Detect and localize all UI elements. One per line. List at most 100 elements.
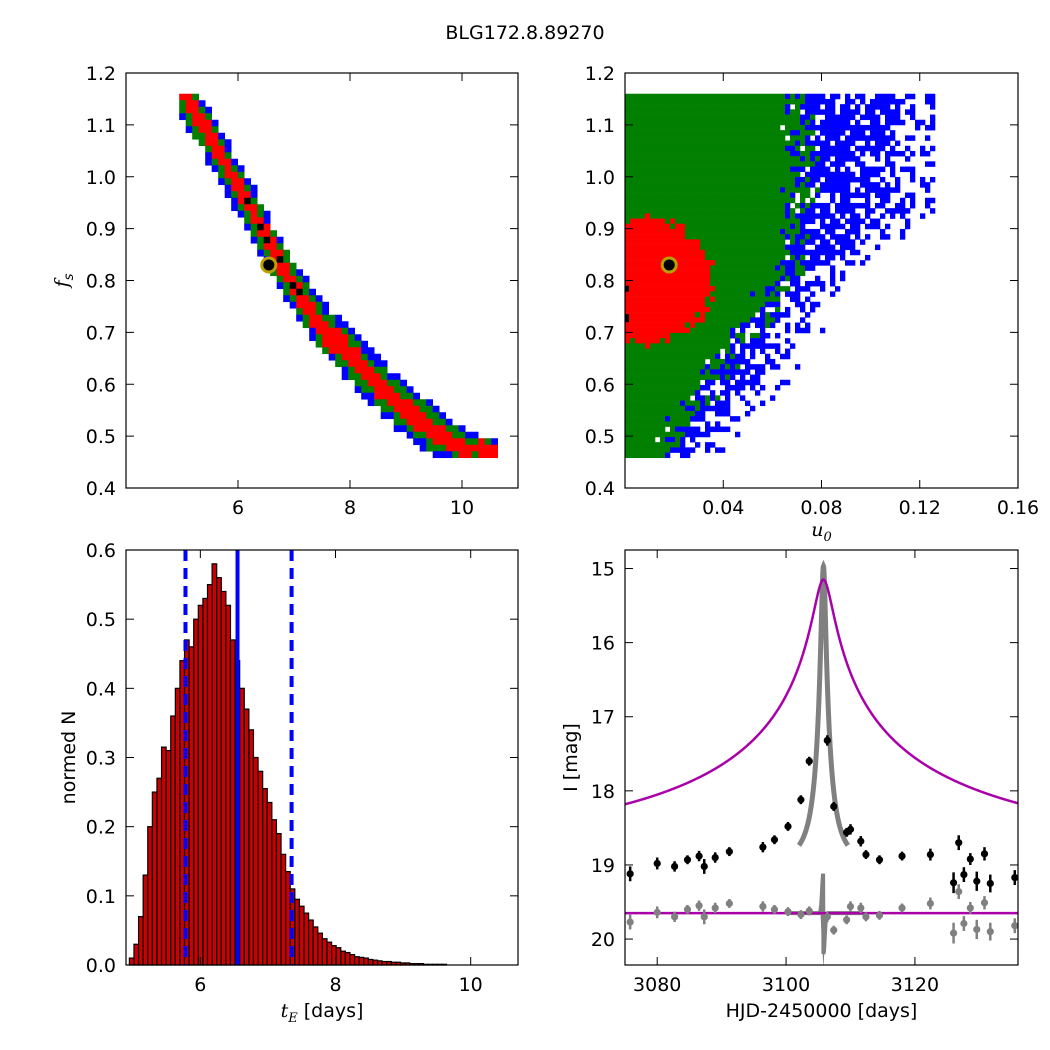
heatmap-cell	[720, 410, 726, 417]
heatmap-cell	[458, 425, 466, 433]
heatmap-cell	[244, 223, 251, 231]
heatmap-cell	[655, 317, 661, 323]
heatmap-cell	[730, 161, 736, 167]
heatmap-cell	[740, 343, 746, 349]
heatmap-cell	[705, 431, 711, 438]
heatmap-cell	[725, 176, 731, 183]
heatmap-cell	[192, 106, 199, 114]
heatmap-cell	[700, 322, 706, 329]
heatmap-cell	[760, 332, 766, 339]
heatmap-cell	[700, 93, 706, 100]
heatmap-cell	[735, 431, 741, 438]
heatmap-cell	[770, 176, 776, 183]
heatmap-cell	[750, 124, 756, 131]
heatmap-cell	[715, 135, 721, 141]
heatmap-cell	[815, 234, 821, 240]
heatmap-cell	[735, 332, 741, 339]
heatmap-cell	[835, 156, 841, 162]
heatmap-cell	[650, 254, 656, 261]
heatmap-cell	[445, 431, 453, 439]
heatmap-cell	[393, 386, 401, 394]
heatmap-cell	[341, 353, 349, 361]
heatmap-cell	[439, 451, 446, 459]
heatmap-cell	[775, 275, 781, 282]
heatmap-cell	[710, 244, 716, 251]
heatmap-cell	[840, 182, 846, 188]
heatmap-cell	[775, 306, 781, 313]
heatmap-cell	[740, 197, 746, 204]
heatmap-cell	[645, 322, 651, 329]
heatmap-cell	[710, 166, 716, 173]
x-tick-label: 10	[450, 497, 474, 519]
heatmap-cell	[805, 218, 811, 225]
heatmap-cell	[805, 322, 811, 329]
heatmap-cell	[725, 249, 731, 256]
heatmap-cell	[630, 176, 636, 183]
heatmap-cell	[760, 114, 766, 121]
heatmap-cell	[690, 192, 696, 199]
heatmap-cell	[720, 140, 726, 147]
heatmap-cell	[695, 410, 701, 417]
heatmap-cell	[387, 379, 394, 387]
heatmap-cell	[790, 223, 796, 230]
heatmap-cell	[640, 431, 646, 438]
heatmap-cell	[491, 438, 498, 446]
heatmap-cell	[705, 379, 711, 386]
heatmap-cell	[640, 348, 646, 355]
heatmap-cell	[685, 275, 691, 282]
heatmap-cell	[765, 208, 771, 214]
heatmap-cell	[695, 275, 701, 282]
heatmap-cell	[795, 270, 801, 277]
heatmap-cell	[715, 410, 721, 417]
heatmap-cell	[850, 260, 856, 266]
heatmap-cell	[775, 228, 781, 235]
heatmap-cell	[750, 182, 756, 188]
heatmap-cell	[765, 239, 771, 245]
heatmap-cell	[705, 218, 711, 225]
heatmap-cell	[715, 260, 721, 266]
heatmap-cell	[670, 312, 676, 318]
heatmap-cell	[765, 182, 771, 188]
heatmap-cell	[630, 228, 636, 235]
heatmap-cell	[645, 187, 651, 193]
heatmap-cell	[625, 364, 631, 370]
heatmap-cell	[695, 98, 701, 105]
heatmap-cell	[880, 202, 886, 209]
heatmap-cell	[426, 438, 433, 446]
heatmap-cell	[650, 114, 656, 121]
heatmap-cell	[775, 234, 781, 240]
heatmap-cell	[367, 366, 375, 374]
heatmap-cell	[665, 150, 671, 157]
heatmap-cell	[625, 348, 631, 355]
heatmap-cell	[725, 306, 731, 313]
heatmap-cell	[660, 197, 666, 204]
heatmap-cell	[367, 373, 375, 381]
heatmap-cell	[675, 130, 681, 136]
heatmap-cell	[735, 104, 741, 110]
heatmap-cell	[452, 425, 459, 433]
heatmap-cell	[810, 140, 816, 147]
heatmap-cell	[630, 109, 636, 115]
heatmap-cell	[785, 223, 791, 230]
heatmap-cell	[815, 280, 821, 287]
heatmap-cell	[625, 280, 631, 287]
heatmap-cell	[810, 171, 816, 178]
heatmap-cell	[745, 322, 751, 329]
heatmap-cell	[224, 152, 232, 160]
heatmap-cell	[660, 109, 666, 115]
y-tick-label: 0.5	[585, 426, 615, 448]
heatmap-cell	[890, 119, 896, 126]
x-tick-label: 0.04	[702, 497, 744, 519]
heatmap-cell	[860, 161, 866, 167]
heatmap-cell	[730, 260, 736, 266]
heatmap-cell	[810, 291, 816, 297]
heatmap-cell	[655, 150, 661, 157]
heatmap-cell	[302, 308, 310, 316]
heatmap-cell	[675, 447, 681, 453]
heatmap-cell	[715, 364, 721, 370]
heatmap-cell	[860, 176, 866, 183]
heatmap-cell	[715, 301, 721, 308]
heatmap-cell	[685, 364, 691, 370]
heatmap-cell	[655, 343, 661, 349]
heatmap-cell	[211, 139, 219, 147]
